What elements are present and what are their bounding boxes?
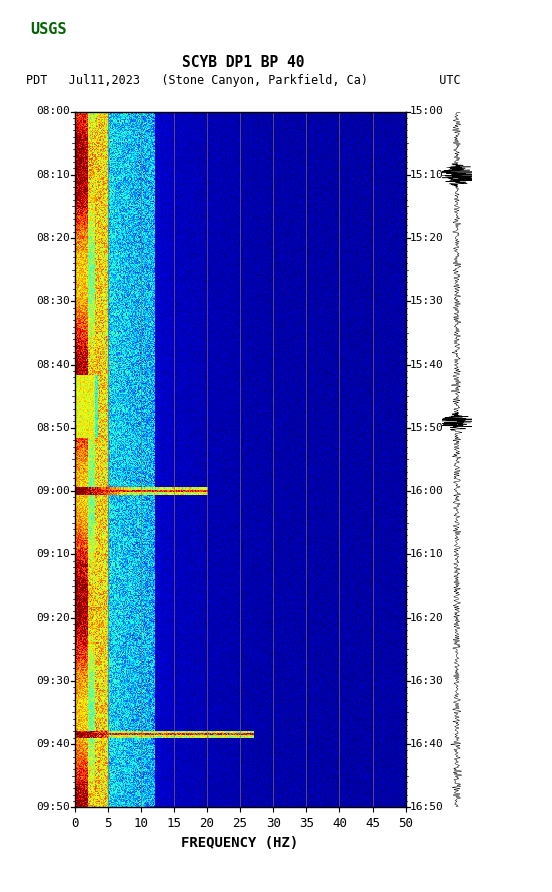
Text: 08:00: 08:00 bbox=[36, 106, 70, 117]
Text: 16:10: 16:10 bbox=[410, 549, 444, 559]
Text: 15:50: 15:50 bbox=[410, 423, 444, 433]
Text: 16:00: 16:00 bbox=[410, 486, 444, 496]
Text: 08:20: 08:20 bbox=[36, 233, 70, 243]
Text: 08:50: 08:50 bbox=[36, 423, 70, 433]
Text: 15:10: 15:10 bbox=[410, 169, 444, 180]
Text: 08:10: 08:10 bbox=[36, 169, 70, 180]
Text: 16:50: 16:50 bbox=[410, 802, 444, 813]
Text: 16:40: 16:40 bbox=[410, 739, 444, 749]
Text: 09:50: 09:50 bbox=[36, 802, 70, 813]
Text: 09:10: 09:10 bbox=[36, 549, 70, 559]
Text: 15:20: 15:20 bbox=[410, 233, 444, 243]
X-axis label: FREQUENCY (HZ): FREQUENCY (HZ) bbox=[182, 836, 299, 849]
Text: ◣: ◣ bbox=[15, 21, 25, 36]
Text: 08:40: 08:40 bbox=[36, 359, 70, 369]
Text: 09:00: 09:00 bbox=[36, 486, 70, 496]
Text: 09:40: 09:40 bbox=[36, 739, 70, 749]
Text: SCYB DP1 BP 40: SCYB DP1 BP 40 bbox=[182, 55, 304, 70]
Text: 09:30: 09:30 bbox=[36, 676, 70, 686]
Text: USGS: USGS bbox=[30, 22, 67, 37]
Text: 15:30: 15:30 bbox=[410, 296, 444, 306]
Text: PDT   Jul11,2023   (Stone Canyon, Parkfield, Ca)          UTC: PDT Jul11,2023 (Stone Canyon, Parkfield,… bbox=[25, 74, 460, 87]
Text: 16:30: 16:30 bbox=[410, 676, 444, 686]
Text: 15:00: 15:00 bbox=[410, 106, 444, 117]
Text: 15:40: 15:40 bbox=[410, 359, 444, 369]
Text: 08:30: 08:30 bbox=[36, 296, 70, 306]
Text: 09:20: 09:20 bbox=[36, 613, 70, 623]
Text: 16:20: 16:20 bbox=[410, 613, 444, 623]
